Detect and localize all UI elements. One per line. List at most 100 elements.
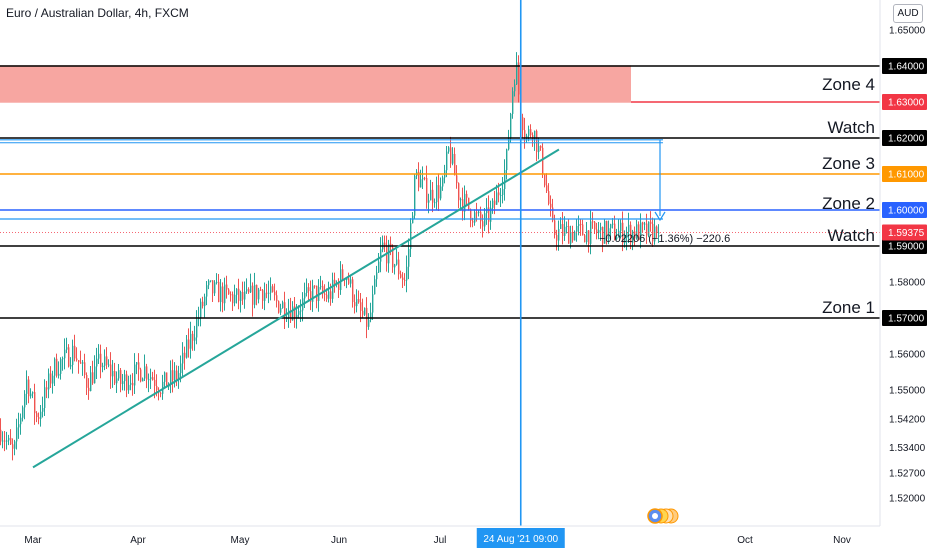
candle-body [330, 291, 332, 299]
price-badge-label: 1.62000 [888, 134, 925, 145]
candle-body [206, 285, 208, 297]
candle-body [18, 424, 20, 428]
candle-body [252, 285, 254, 305]
candle-body [222, 286, 224, 304]
candle-body [218, 281, 220, 303]
candle-body [4, 440, 6, 442]
candle-body [266, 292, 268, 294]
candle-body [576, 225, 578, 232]
candle-body [178, 373, 180, 380]
candle-body [144, 366, 146, 379]
candle-body [296, 314, 298, 319]
measure-label: −0.02206 (−1.36%) −220.6 [599, 233, 730, 245]
candle-body [546, 185, 548, 192]
candle-body [0, 429, 2, 442]
candle-body [374, 279, 376, 295]
candle-body [586, 230, 588, 243]
candle-body [36, 413, 38, 418]
candle-body [268, 292, 270, 294]
candle-body [500, 194, 502, 196]
candle-body [156, 385, 158, 390]
candle-body [234, 294, 236, 304]
candle-body [400, 274, 402, 278]
candle-body [404, 279, 406, 281]
candle-body [508, 138, 510, 150]
candle-body [440, 186, 442, 199]
candle-body [418, 171, 420, 188]
candle-body [142, 378, 144, 382]
price-tick-label: 1.65000 [889, 26, 926, 37]
crosshair-time-label: 24 Aug '21 09:00 [483, 534, 558, 545]
month-tick-label: Jul [434, 535, 447, 546]
candle-body [434, 202, 436, 204]
last-price-badge [882, 224, 927, 241]
candle-body [596, 229, 598, 233]
candle-body [288, 310, 290, 318]
candle-body [204, 296, 206, 307]
candle-body [64, 349, 66, 359]
candle-body [568, 226, 570, 244]
candle-body [538, 145, 540, 153]
candle-body [42, 408, 44, 412]
price-tick-label: 1.58000 [889, 278, 926, 289]
candle-body [644, 223, 646, 225]
candle-body [588, 230, 590, 244]
candle-body [470, 209, 472, 221]
candle-body [62, 358, 64, 360]
candle-body [450, 147, 452, 164]
candle-body [342, 269, 344, 279]
candle-body [484, 213, 486, 227]
candle-body [250, 285, 252, 293]
month-tick-label: Mar [24, 535, 42, 546]
candle-body [58, 373, 60, 376]
candle-body [188, 339, 190, 349]
candle-body [622, 222, 624, 244]
candle-body [658, 232, 660, 234]
candle-body [304, 292, 306, 299]
candle-body [326, 294, 328, 299]
candle-body [8, 437, 10, 441]
candle-body [544, 173, 546, 186]
candle-body [514, 84, 516, 92]
candle-body [256, 284, 258, 300]
candle-body [458, 183, 460, 201]
candle-body [624, 238, 626, 244]
candle-body [238, 288, 240, 301]
price-badge [882, 202, 927, 218]
candle-body [346, 278, 348, 281]
candle-body [654, 226, 656, 242]
candle-body [196, 319, 198, 338]
candle-body [562, 224, 564, 236]
candle-body [72, 345, 74, 365]
candle-body [176, 370, 178, 380]
candle-body [380, 249, 382, 262]
candle-body [540, 145, 542, 148]
candle-body [194, 337, 196, 341]
candle-body [226, 284, 228, 290]
candle-body [126, 374, 128, 391]
currency-badge[interactable]: AUD [893, 4, 923, 23]
candle-body [88, 387, 90, 392]
candle-body [224, 284, 226, 304]
candle-body [34, 392, 36, 414]
candle-body [650, 221, 652, 224]
candle-body [320, 286, 322, 288]
candle-body [152, 377, 154, 380]
candle-body [498, 192, 500, 196]
candle-body [510, 113, 512, 139]
candle-body [642, 222, 644, 225]
candle-body [530, 129, 532, 136]
candle-body [46, 387, 48, 390]
candle-body [70, 364, 72, 367]
price-tick-label: 1.52700 [889, 468, 926, 479]
candle-body [20, 417, 22, 425]
candle-body [604, 221, 606, 244]
candle-body [130, 382, 132, 385]
price-badge [882, 310, 927, 326]
candle-body [76, 358, 78, 361]
candle-body [214, 282, 216, 294]
price-tick-label: 1.53400 [889, 443, 926, 454]
candle-body [118, 370, 120, 379]
